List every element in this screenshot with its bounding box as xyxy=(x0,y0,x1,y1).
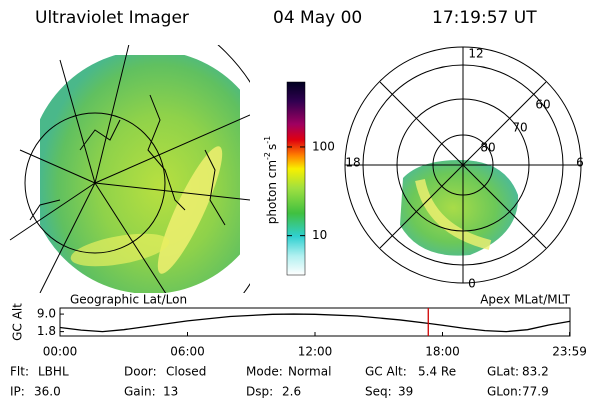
x-tick-label: 18:00 xyxy=(425,345,460,359)
info-value: 39 xyxy=(398,385,413,399)
y-tick-label: 9.0 xyxy=(37,307,56,321)
y-tick-label: 1.8 xyxy=(37,324,56,338)
info-value: Closed xyxy=(166,365,206,379)
mlat-label: 80 xyxy=(480,141,495,155)
x-tick-label: 12:00 xyxy=(298,345,333,359)
info-value: 13 xyxy=(163,385,178,399)
x-tick-label: 00:00 xyxy=(43,345,78,359)
info-label: Door: xyxy=(124,365,157,379)
info-label: Dsp: xyxy=(246,385,273,399)
info-label: GLat: xyxy=(487,365,519,379)
title: Ultraviolet Imager xyxy=(35,8,189,28)
info-value: 83.2 xyxy=(522,365,549,379)
info-label: Mode: xyxy=(246,365,283,379)
unit: s xyxy=(265,144,279,150)
info-panel: Flt: LBHL Door: Closed Mode: Normal GC Alt: 5.4… xyxy=(10,365,549,399)
geographic-label: Geographic Lat/Lon xyxy=(70,293,187,307)
geographic-image xyxy=(9,45,250,293)
mlat-label: 70 xyxy=(512,121,527,135)
info-value: 5.4 Re xyxy=(418,365,456,379)
altitude-ylabel: GC Alt xyxy=(11,303,25,341)
date: 04 May 00 xyxy=(273,8,362,28)
info-label: GLon: xyxy=(487,385,522,399)
mlt-label: 0 xyxy=(468,277,476,291)
exponent: -1 xyxy=(263,136,272,144)
mlt-label: 12 xyxy=(468,47,483,61)
info-label: Flt: xyxy=(10,365,29,379)
polar-label: Apex MLat/MLT xyxy=(480,293,570,307)
exponent: -2 xyxy=(263,152,272,160)
colorbar-tick-label: 100 xyxy=(312,139,335,153)
colorbar-label: photon cm-2 s-1 xyxy=(263,136,279,225)
info-value: 2.6 xyxy=(282,385,301,399)
header: Ultraviolet Imager 04 May 00 17:19:57 UT xyxy=(35,8,537,28)
info-label: IP: xyxy=(10,385,25,399)
info-value: Normal xyxy=(288,365,331,379)
mlat-label: 60 xyxy=(535,98,550,112)
x-tick-label: 23:59 xyxy=(552,345,587,359)
altitude-frame xyxy=(59,307,571,337)
unit: photon cm xyxy=(265,160,279,224)
mlt-label: 6 xyxy=(576,156,584,170)
info-value: LBHL xyxy=(38,365,69,379)
mlt-label: 18 xyxy=(345,156,360,170)
time: 17:19:57 UT xyxy=(432,8,537,28)
info-value: 77.9 xyxy=(522,385,549,399)
info-label: Seq: xyxy=(365,385,392,399)
altitude-curve xyxy=(59,313,570,333)
info-label: Gain: xyxy=(124,385,156,399)
colorbar xyxy=(286,81,306,276)
polar-plot: 12 18 6 0 60 70 80 xyxy=(344,46,584,291)
info-label: GC Alt: xyxy=(365,365,407,379)
x-tick-label: 06:00 xyxy=(170,345,205,359)
info-value: 36.0 xyxy=(34,385,61,399)
colorbar-tick-label: 10 xyxy=(312,228,327,242)
